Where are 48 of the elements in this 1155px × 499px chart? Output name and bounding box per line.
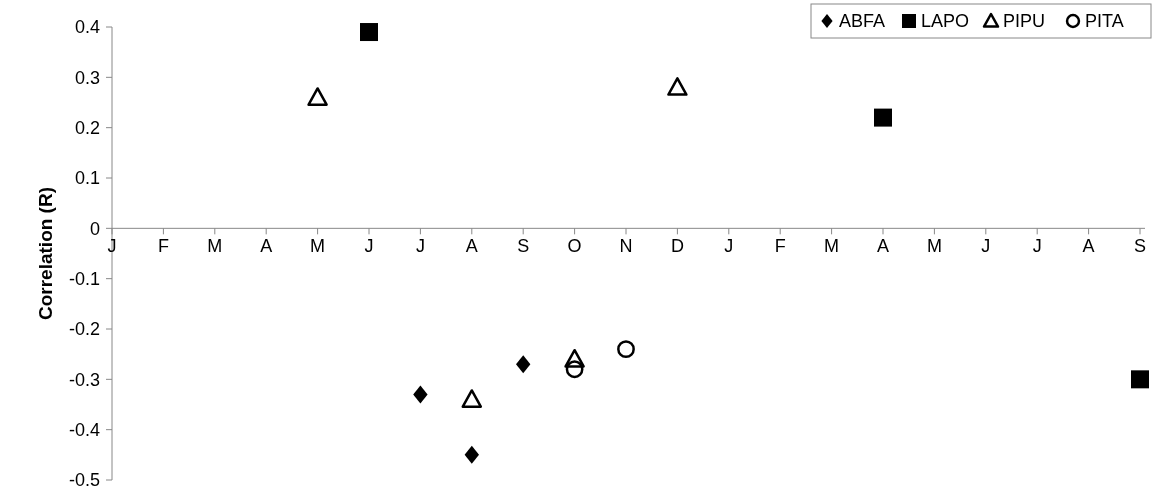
point	[516, 355, 531, 374]
x-tick-label: J	[1032, 236, 1042, 257]
x-tick-label: S	[1133, 236, 1147, 257]
x-tick-label: M	[207, 236, 223, 257]
y-tick-label: 0.2	[74, 117, 100, 138]
x-tick-label: J	[724, 236, 734, 257]
point	[1131, 370, 1149, 389]
x-tick-label: J	[415, 236, 425, 257]
x-tick-label: A	[1082, 236, 1095, 257]
y-tick-label: -0.5	[68, 470, 100, 491]
y-tick-label: -0.4	[68, 419, 100, 440]
y-tick-label: -0.1	[68, 268, 100, 289]
y-tick-label: -0.3	[68, 369, 100, 390]
legend-label: LAPO	[921, 11, 970, 32]
y-tick-label: 0.4	[74, 17, 100, 38]
point	[564, 348, 585, 368]
x-tick-label: J	[364, 236, 374, 257]
point	[461, 389, 483, 408]
y-tick-label: -0.2	[68, 319, 100, 340]
x-tick-label: M	[310, 236, 326, 257]
point	[307, 87, 328, 106]
x-tick-label: A	[260, 236, 273, 257]
legend-label: ABFA	[839, 11, 886, 32]
legend-label: PITA	[1085, 11, 1124, 32]
x-tick-label: J	[981, 236, 991, 257]
x-tick-label: A	[876, 236, 890, 257]
point	[413, 385, 428, 404]
x-tick-label: A	[465, 236, 478, 257]
point	[617, 340, 635, 359]
point	[565, 360, 584, 379]
x-tick-label: J	[107, 236, 117, 257]
x-tick-label: F	[157, 236, 169, 257]
y-tick-label: 0	[89, 218, 100, 239]
point	[874, 108, 892, 127]
x-tick-label: N	[619, 236, 633, 257]
y-axis-title: Correlation (R)	[35, 187, 56, 320]
point	[667, 77, 688, 96]
x-tick-label: F	[774, 236, 786, 257]
y-tick-label: 0.3	[74, 67, 100, 88]
legend-label: PIPU	[1003, 11, 1046, 32]
point	[464, 445, 479, 464]
x-tick-label: M	[824, 236, 840, 257]
x-tick-label: M	[926, 236, 942, 257]
x-tick-label: O	[567, 236, 582, 257]
point	[360, 23, 378, 42]
x-tick-label: S	[517, 236, 530, 257]
x-tick-label: D	[670, 236, 684, 257]
y-tick-label: 0.1	[74, 168, 100, 189]
